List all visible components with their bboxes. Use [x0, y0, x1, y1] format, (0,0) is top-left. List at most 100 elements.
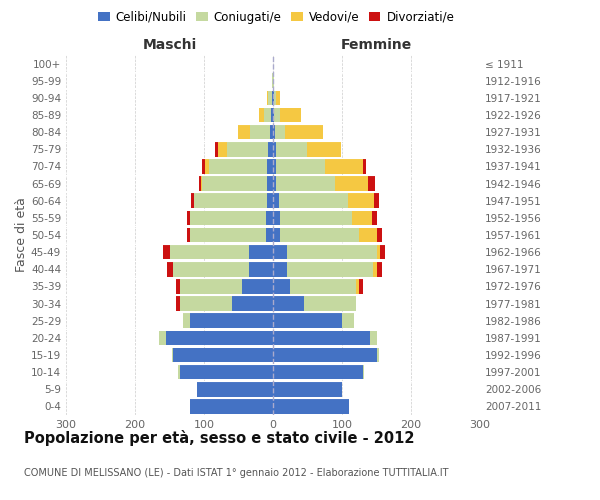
Bar	[273, 348, 377, 362]
Bar	[268, 159, 273, 174]
Bar	[266, 228, 273, 242]
Bar	[180, 296, 232, 311]
Bar	[190, 399, 273, 413]
Bar	[273, 194, 278, 208]
Bar	[176, 296, 180, 311]
Bar	[267, 194, 273, 208]
Bar	[172, 348, 173, 362]
Bar	[271, 108, 273, 122]
Bar	[272, 90, 273, 105]
Bar	[190, 228, 266, 242]
Bar	[273, 296, 304, 311]
Bar	[249, 262, 273, 276]
Bar	[272, 74, 273, 88]
Bar	[184, 314, 190, 328]
Bar	[227, 142, 268, 156]
Bar	[377, 245, 380, 260]
Bar	[304, 296, 356, 311]
Bar	[352, 210, 371, 225]
Bar	[342, 314, 355, 328]
Bar	[362, 159, 366, 174]
Bar	[180, 365, 273, 380]
Bar	[202, 176, 268, 191]
Bar	[215, 142, 218, 156]
Bar	[167, 262, 173, 276]
Bar	[197, 382, 273, 396]
Bar	[277, 176, 335, 191]
Bar	[273, 176, 277, 191]
Bar	[286, 125, 323, 140]
Bar	[259, 108, 264, 122]
Bar	[287, 262, 373, 276]
Bar	[347, 194, 374, 208]
Y-axis label: Anni di nascita: Anni di nascita	[598, 188, 600, 281]
Bar	[373, 262, 377, 276]
Bar	[380, 245, 385, 260]
Bar	[274, 90, 277, 105]
Bar	[269, 125, 273, 140]
Bar	[267, 90, 268, 105]
Bar	[371, 210, 377, 225]
Bar	[173, 348, 273, 362]
Text: Femmine: Femmine	[341, 38, 412, 52]
Bar	[273, 279, 290, 293]
Bar	[273, 108, 274, 122]
Bar	[170, 245, 249, 260]
Bar	[359, 228, 377, 242]
Bar	[370, 330, 377, 345]
Bar	[280, 108, 301, 122]
Bar	[242, 279, 273, 293]
Bar	[173, 262, 249, 276]
Bar	[273, 245, 287, 260]
Bar	[266, 210, 273, 225]
Bar	[190, 210, 266, 225]
Bar	[250, 125, 269, 140]
Bar	[359, 279, 362, 293]
Text: COMUNE DI MELISSANO (LE) - Dati ISTAT 1° gennaio 2012 - Elaborazione TUTTITALIA.: COMUNE DI MELISSANO (LE) - Dati ISTAT 1°…	[24, 468, 449, 477]
Bar	[264, 108, 271, 122]
Bar	[280, 210, 352, 225]
Bar	[178, 365, 180, 380]
Bar	[273, 228, 280, 242]
Bar	[287, 245, 377, 260]
Bar	[368, 176, 375, 191]
Bar	[202, 159, 205, 174]
Bar	[356, 279, 359, 293]
Bar	[273, 125, 275, 140]
Bar	[325, 159, 362, 174]
Bar	[277, 159, 325, 174]
Bar	[187, 228, 190, 242]
Bar	[199, 176, 200, 191]
Bar	[273, 74, 274, 88]
Bar	[190, 314, 273, 328]
Bar	[274, 108, 280, 122]
Bar	[273, 365, 362, 380]
Bar	[163, 245, 170, 260]
Bar	[268, 176, 273, 191]
Bar	[273, 262, 287, 276]
Bar	[273, 142, 276, 156]
Bar	[362, 365, 364, 380]
Bar	[232, 296, 273, 311]
Text: Popolazione per età, sesso e stato civile - 2012: Popolazione per età, sesso e stato civil…	[24, 430, 415, 446]
Bar	[290, 279, 356, 293]
Bar	[187, 210, 190, 225]
Bar	[273, 382, 342, 396]
Bar	[268, 90, 272, 105]
Bar	[273, 90, 274, 105]
Bar	[275, 125, 286, 140]
Y-axis label: Fasce di età: Fasce di età	[15, 198, 28, 272]
Legend: Celibi/Nubili, Coniugati/e, Vedovi/e, Divorziati/e: Celibi/Nubili, Coniugati/e, Vedovi/e, Di…	[93, 6, 459, 28]
Bar	[218, 142, 227, 156]
Bar	[377, 228, 382, 242]
Bar	[191, 194, 194, 208]
Bar	[273, 330, 370, 345]
Bar	[278, 194, 347, 208]
Bar	[377, 262, 382, 276]
Bar	[335, 176, 368, 191]
Bar	[249, 245, 273, 260]
Bar	[238, 125, 250, 140]
Bar	[166, 330, 273, 345]
Bar	[273, 159, 277, 174]
Bar	[273, 210, 280, 225]
